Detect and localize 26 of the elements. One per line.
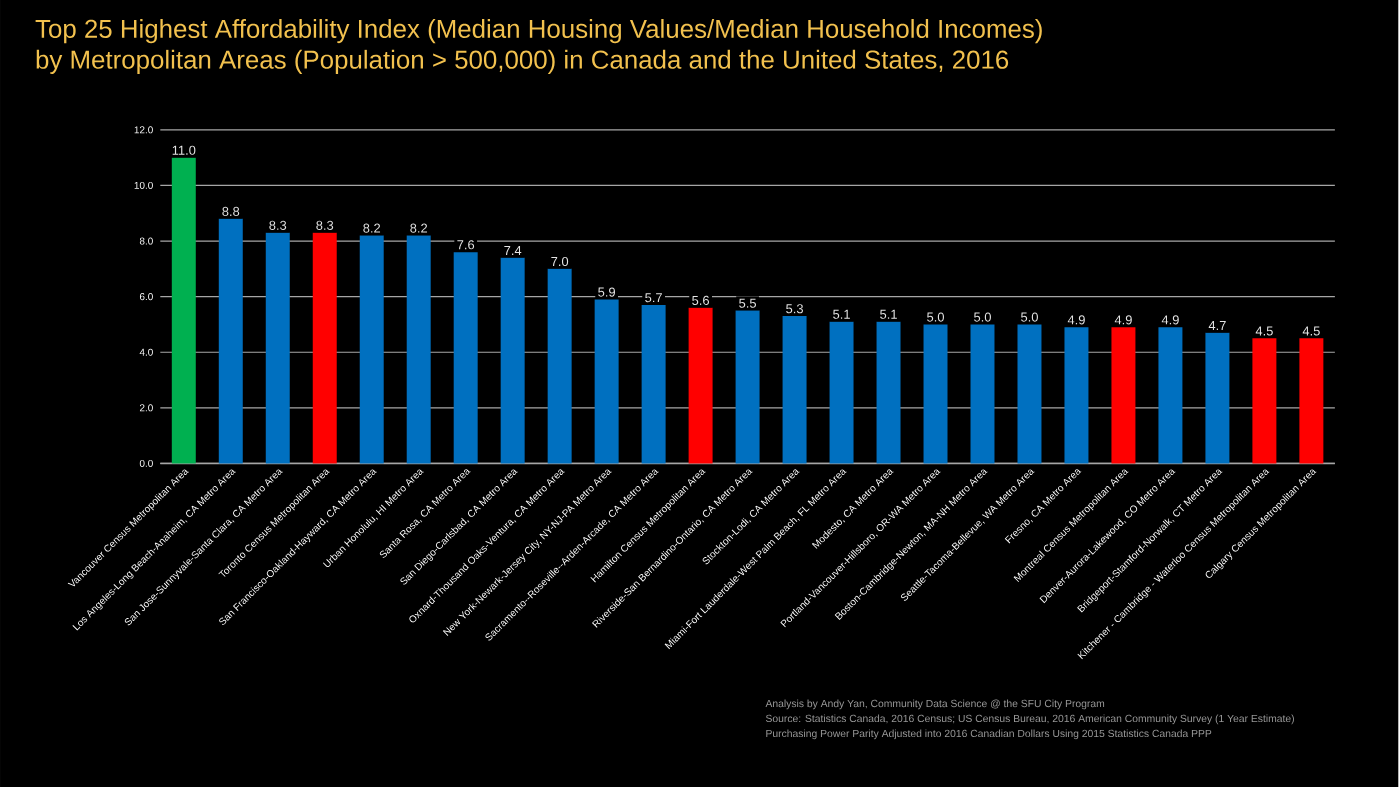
bar <box>735 311 760 464</box>
bar <box>453 252 478 464</box>
chart-title: Top 25 Highest Affordability Index (Median Housing Values/Median Household Incomes) by Metropolitan Areas (Population > 500,000) in Canada and the United States, 2016 <box>35 19 1042 75</box>
bar <box>312 233 337 464</box>
bar <box>1017 324 1042 464</box>
bar <box>641 305 666 464</box>
bar <box>265 233 290 464</box>
bar <box>782 316 807 464</box>
bar <box>359 235 384 464</box>
bar <box>1158 327 1183 464</box>
bar <box>876 322 901 464</box>
bar <box>500 258 525 464</box>
bar <box>923 324 948 464</box>
bar <box>594 299 619 464</box>
bar <box>1252 338 1277 464</box>
bar <box>1205 333 1230 464</box>
bar <box>1299 338 1324 464</box>
bar <box>1064 327 1089 464</box>
bar <box>218 219 243 464</box>
bar <box>688 308 713 464</box>
bar <box>829 322 854 464</box>
bar <box>171 158 196 464</box>
bar <box>406 235 431 464</box>
bar <box>970 324 995 464</box>
bar <box>547 269 572 464</box>
bar <box>1111 327 1136 464</box>
